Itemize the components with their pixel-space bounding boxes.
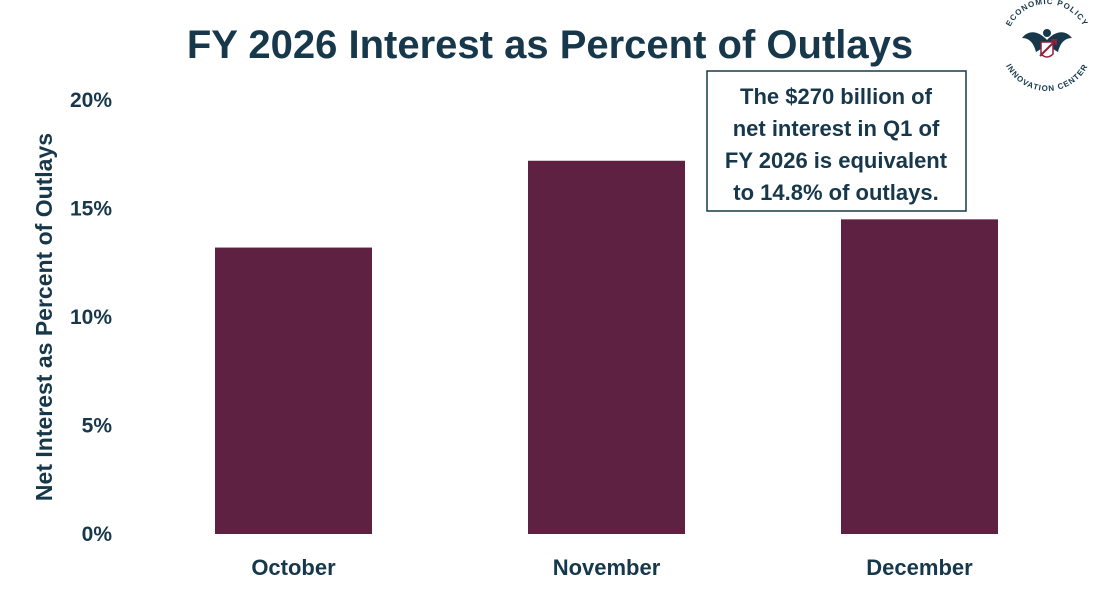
bar	[528, 160, 685, 534]
y-tick-label: 20%	[70, 89, 112, 112]
y-axis-label: Net Interest as Percent of Outlays	[31, 133, 57, 501]
category-label: October	[251, 555, 336, 580]
annotation-line-2: net interest in Q1 of	[733, 116, 940, 141]
logo: ECONOMIC POLICY INNOVATION CENTER	[1004, 0, 1090, 93]
annotation-line-4: to 14.8% of outlays.	[733, 180, 938, 205]
annotation-line-1: The $270 billion of	[740, 84, 933, 109]
logo-text-top: ECONOMIC POLICY	[1004, 0, 1090, 28]
chart-title: FY 2026 Interest as Percent of Outlays	[187, 23, 913, 67]
y-tick-labels: 0% 5% 10% 15% 20%	[70, 89, 112, 546]
eagle-seal-icon	[1022, 29, 1072, 58]
category-label: December	[866, 555, 973, 580]
category-labels: October November December	[251, 555, 973, 580]
annotation-border	[706, 70, 967, 212]
y-tick-label: 10%	[70, 306, 112, 329]
bar	[215, 247, 372, 534]
bar	[841, 219, 998, 534]
y-tick-label: 5%	[82, 415, 113, 438]
category-label: November	[553, 555, 661, 580]
bars	[215, 160, 998, 534]
annotation-box: The $270 billion of net interest in Q1 o…	[706, 70, 967, 212]
y-tick-label: 0%	[82, 523, 113, 546]
y-tick-label: 15%	[70, 198, 112, 221]
annotation-line-3: FY 2026 is equivalent	[725, 148, 948, 173]
logo-text-bottom: INNOVATION CENTER	[1004, 62, 1090, 93]
